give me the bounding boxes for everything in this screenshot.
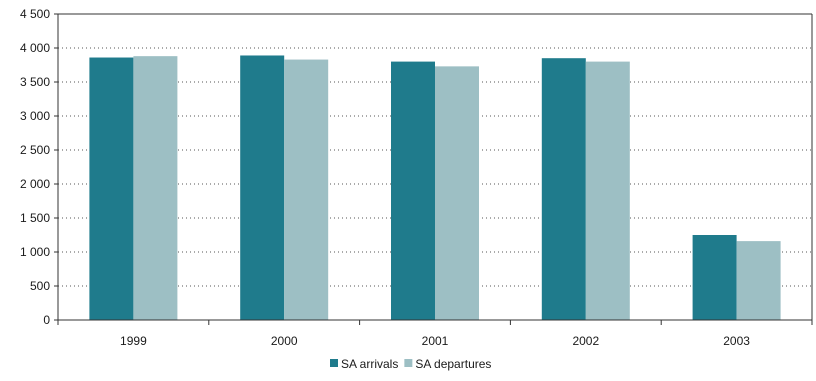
bar-sa-departures-2003 [736,241,781,320]
bars [89,55,781,321]
axes [57,13,813,321]
y-tick-label: 4 000 [20,41,50,55]
x-tick-label: 2002 [572,334,599,348]
legend-label: SA departures [415,357,491,371]
y-tick-label: 0 [43,313,50,327]
y-tick-label: 3 000 [20,109,50,123]
x-axis-ticks: 1999 2000 2001 2002 2003 [57,320,813,348]
legend-swatch [404,359,413,367]
y-tick-label: 2 500 [20,143,50,157]
bar-sa-arrivals-2002 [541,58,586,320]
y-axis-ticks: 0 500 1 000 1 500 2 000 2 500 3 000 3 500 4 000 4… [20,7,58,327]
legend: SA arrivals SA departures [330,357,491,371]
bar-sa-departures-2000 [284,59,329,321]
bar-sa-arrivals-2003 [692,235,737,320]
y-tick-label: 500 [30,279,50,293]
y-tick-label: 1 000 [20,245,50,259]
y-tick-label: 3 500 [20,75,50,89]
bar-sa-departures-1999 [133,56,178,320]
legend-swatch [330,359,338,367]
y-tick-label: 2 000 [20,177,50,191]
bar-sa-departures-2002 [585,61,630,320]
bar-sa-arrivals-2000 [240,55,285,320]
y-tick-label: 4 500 [20,7,50,21]
x-tick-label: 1999 [120,334,147,348]
bar-sa-arrivals-2001 [391,61,435,320]
legend-label: SA arrivals [341,357,398,371]
y-tick-label: 1 500 [20,211,50,225]
x-tick-label: 2003 [723,334,750,348]
bar-sa-arrivals-1999 [89,57,134,321]
x-tick-label: 2001 [422,334,449,348]
x-tick-label: 2000 [271,334,298,348]
bar-sa-departures-2001 [435,66,479,320]
